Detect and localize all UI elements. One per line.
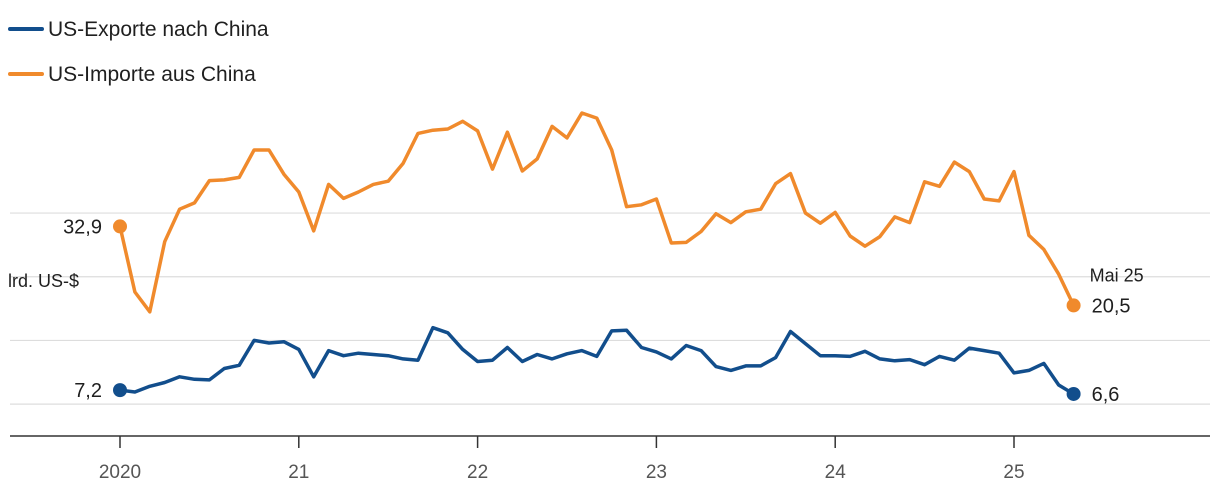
gridlines bbox=[10, 212, 1210, 405]
start-value-label-imports: 32,9 bbox=[63, 216, 102, 238]
legend-label-imports: US-Importe aus China bbox=[48, 63, 256, 86]
legend: US-Exporte nach China US-Importe aus Chi… bbox=[8, 18, 269, 86]
x-axis-ticks: 2020 21 22 23 24 25 bbox=[99, 436, 1025, 483]
x-tick-label: 23 bbox=[646, 462, 667, 483]
start-point-exports bbox=[113, 383, 127, 398]
series-line-exports bbox=[118, 325, 1076, 396]
x-tick-label: 25 bbox=[1003, 462, 1024, 483]
series-lines bbox=[113, 111, 1081, 401]
legend-item-imports: US-Importe aus China bbox=[8, 63, 256, 86]
end-value-label-exports: 6,6 bbox=[1092, 384, 1120, 406]
y-axis-unit-label: lrd. US-$ bbox=[8, 271, 79, 291]
end-value-label-imports: 20,5 bbox=[1092, 295, 1131, 317]
series-line-imports bbox=[118, 111, 1076, 314]
end-point-imports bbox=[1066, 298, 1081, 313]
start-value-label-exports: 7,2 bbox=[74, 380, 102, 402]
start-point-imports bbox=[113, 219, 127, 234]
x-tick-label: 21 bbox=[288, 462, 309, 483]
end-point-exports bbox=[1066, 386, 1081, 401]
legend-label-exports: US-Exporte nach China bbox=[48, 18, 269, 41]
x-tick-label: 22 bbox=[467, 462, 488, 483]
x-tick-label: 2020 bbox=[99, 462, 141, 483]
value-labels: 7,2 6,6 32,9 20,5 Mai 25 bbox=[63, 216, 1144, 406]
legend-item-exports: US-Exporte nach China bbox=[8, 18, 269, 41]
x-tick-label: 24 bbox=[825, 462, 847, 483]
last-date-label: Mai 25 bbox=[1090, 265, 1144, 285]
